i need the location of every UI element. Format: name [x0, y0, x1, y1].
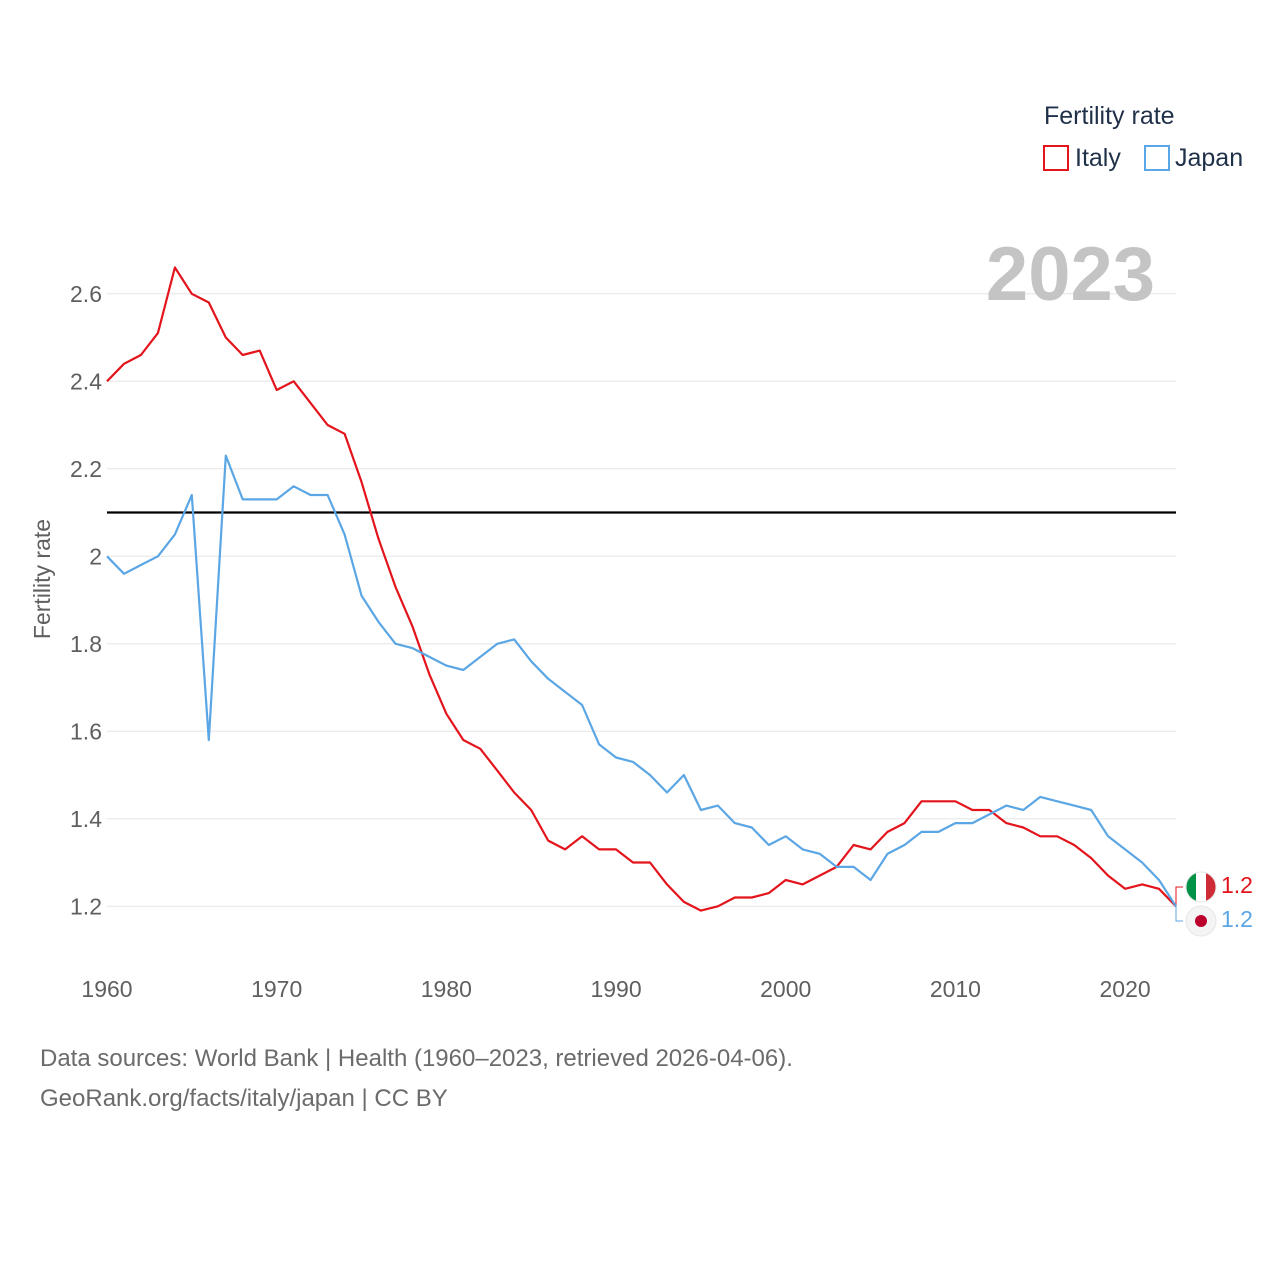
japan-end-value: 1.2: [1221, 906, 1253, 932]
series-line-italy[interactable]: [106, 266, 1177, 912]
y-tick-label: 2.4: [70, 368, 102, 394]
y-tick-label: 2: [89, 543, 102, 569]
x-tick-label: 2020: [1100, 976, 1151, 1002]
series-lines: [106, 266, 1183, 922]
x-tick-label: 1970: [251, 976, 302, 1002]
x-tick-label: 1980: [421, 976, 472, 1002]
credit-link[interactable]: GeoRank.org/facts/italy/japan | CC BY: [40, 1085, 448, 1112]
x-tick-label: 2010: [930, 976, 981, 1002]
legend-swatch-japan: [1144, 145, 1170, 171]
y-tick-label: 1.6: [70, 718, 102, 744]
italy-end-value: 1.2: [1221, 872, 1253, 898]
legend-item-japan[interactable]: Japan: [1144, 144, 1243, 172]
x-tick-label: 1990: [590, 976, 641, 1002]
legend-swatch-italy: [1043, 145, 1069, 171]
end-connector-japan: [1175, 906, 1183, 922]
italy-flag-icon: [1185, 871, 1217, 903]
y-tick-label: 2.2: [70, 456, 102, 482]
x-tick-label: 2000: [760, 976, 811, 1002]
end-connector-italy: [1175, 886, 1183, 907]
data-sources-note: Data sources: World Bank | Health (1960–…: [40, 1045, 793, 1072]
y-axis-title: Fertility rate: [29, 519, 55, 639]
y-axis-ticks: 1.2 1.4 1.6 1.8 2 2.2 2.4 2.6: [70, 281, 102, 920]
legend-label-japan: Japan: [1175, 144, 1243, 172]
legend-title: Fertility rate: [1044, 102, 1175, 130]
y-tick-label: 1.2: [70, 893, 102, 919]
y-tick-label: 1.4: [70, 806, 102, 832]
x-axis-ticks: 1960 1970 1980 1990 2000 2010 2020: [81, 976, 1150, 1002]
y-tick-label: 1.8: [70, 631, 102, 657]
grid-lines: [107, 293, 1176, 907]
x-tick-label: 1960: [81, 976, 132, 1002]
y-tick-label: 2.6: [70, 281, 102, 307]
legend-item-italy[interactable]: Italy: [1043, 144, 1121, 172]
legend-label-italy: Italy: [1075, 144, 1121, 172]
series-line-japan[interactable]: [106, 454, 1177, 907]
year-label: 2023: [986, 232, 1155, 317]
legend: Fertility rate Italy Japan: [1043, 102, 1243, 172]
japan-flag-icon: [1185, 905, 1217, 937]
